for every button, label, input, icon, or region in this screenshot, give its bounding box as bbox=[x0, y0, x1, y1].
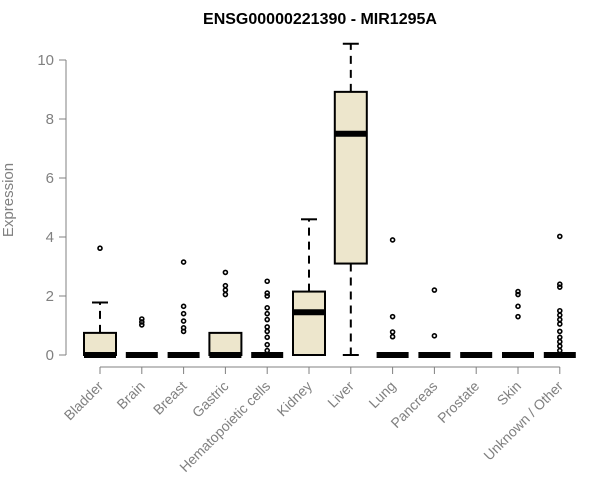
box-group bbox=[83, 245, 117, 358]
outlier-point bbox=[556, 347, 563, 354]
outlier-point bbox=[515, 313, 521, 320]
y-tick-label: 6 bbox=[46, 170, 54, 187]
outlier-point bbox=[556, 307, 563, 314]
outlier-point bbox=[222, 291, 229, 298]
outlier-point bbox=[180, 328, 187, 335]
y-tick-label: 4 bbox=[46, 229, 54, 246]
x-tick-label: Skin bbox=[494, 378, 525, 409]
box-group bbox=[543, 233, 576, 358]
outlier-point bbox=[389, 329, 396, 335]
outlier-point bbox=[556, 316, 563, 323]
outlier-point bbox=[264, 278, 271, 285]
outlier-point bbox=[556, 343, 563, 349]
x-tick-label: Bladder bbox=[61, 378, 107, 424]
outlier-point bbox=[556, 284, 563, 290]
outlier-point bbox=[264, 290, 271, 296]
box bbox=[208, 331, 243, 356]
y-axis: 0 2 4 6 8 10 bbox=[37, 52, 67, 364]
outlier-point bbox=[264, 293, 271, 299]
box bbox=[292, 290, 326, 357]
outlier-point bbox=[431, 333, 438, 339]
y-axis-label: Expression bbox=[0, 163, 17, 237]
outlier-point bbox=[389, 333, 396, 340]
outlier-point bbox=[556, 334, 563, 341]
box-group bbox=[376, 237, 409, 358]
outlier-point bbox=[222, 269, 229, 276]
box-plots bbox=[83, 42, 576, 358]
x-tick-label: Liver bbox=[324, 378, 357, 411]
y-tick-label: 0 bbox=[46, 347, 54, 364]
y-tick-label: 10 bbox=[37, 52, 54, 69]
outlier-point bbox=[556, 328, 563, 335]
outlier-point bbox=[139, 316, 145, 322]
box bbox=[83, 331, 117, 356]
box bbox=[333, 90, 368, 265]
box-group bbox=[418, 287, 451, 358]
x-tick-label: Breast bbox=[150, 378, 190, 418]
y-tick-label: 2 bbox=[46, 288, 54, 305]
x-tick-label: Unknown / Other bbox=[480, 378, 566, 464]
outlier-point bbox=[556, 233, 563, 240]
outlier-point bbox=[264, 334, 271, 341]
outlier-point bbox=[180, 259, 187, 265]
box-group bbox=[292, 218, 326, 357]
outlier-point bbox=[264, 316, 271, 323]
outlier-point bbox=[139, 319, 145, 325]
outlier-point bbox=[139, 322, 145, 328]
x-tick-label: Lung bbox=[365, 378, 398, 411]
box-group bbox=[502, 288, 534, 358]
outlier-point bbox=[222, 282, 229, 289]
box-group bbox=[208, 269, 243, 358]
box-group bbox=[333, 42, 368, 356]
outlier-point bbox=[556, 321, 563, 327]
outlier-point bbox=[264, 341, 271, 348]
outlier-point bbox=[222, 287, 229, 293]
outlier-point bbox=[264, 347, 271, 354]
outlier-point bbox=[431, 287, 438, 293]
outlier-point bbox=[264, 310, 271, 317]
outlier-point bbox=[515, 303, 521, 310]
outlier-point bbox=[556, 281, 563, 288]
outlier-point bbox=[180, 318, 187, 324]
outlier-point bbox=[264, 324, 271, 330]
outlier-point bbox=[389, 313, 396, 320]
outlier-point bbox=[556, 338, 563, 345]
x-tick-label: Prostate bbox=[434, 378, 482, 426]
outlier-point bbox=[389, 237, 396, 243]
outlier-point bbox=[180, 303, 187, 310]
outlier-point bbox=[515, 288, 521, 295]
x-tick-label: Brain bbox=[113, 378, 147, 412]
outlier-point bbox=[264, 328, 271, 335]
y-tick-label: 8 bbox=[46, 111, 54, 128]
box-group bbox=[125, 316, 158, 358]
outlier-point bbox=[556, 312, 563, 318]
outlier-point bbox=[180, 310, 187, 317]
outlier-point bbox=[97, 245, 103, 252]
outlier-point bbox=[515, 291, 521, 298]
box-group bbox=[251, 278, 284, 358]
outlier-point bbox=[264, 304, 271, 311]
chart-title: ENSG00000221390 - MIR1295A bbox=[203, 11, 437, 28]
x-tick-label: Kidney bbox=[274, 378, 316, 420]
box-group bbox=[167, 259, 200, 358]
